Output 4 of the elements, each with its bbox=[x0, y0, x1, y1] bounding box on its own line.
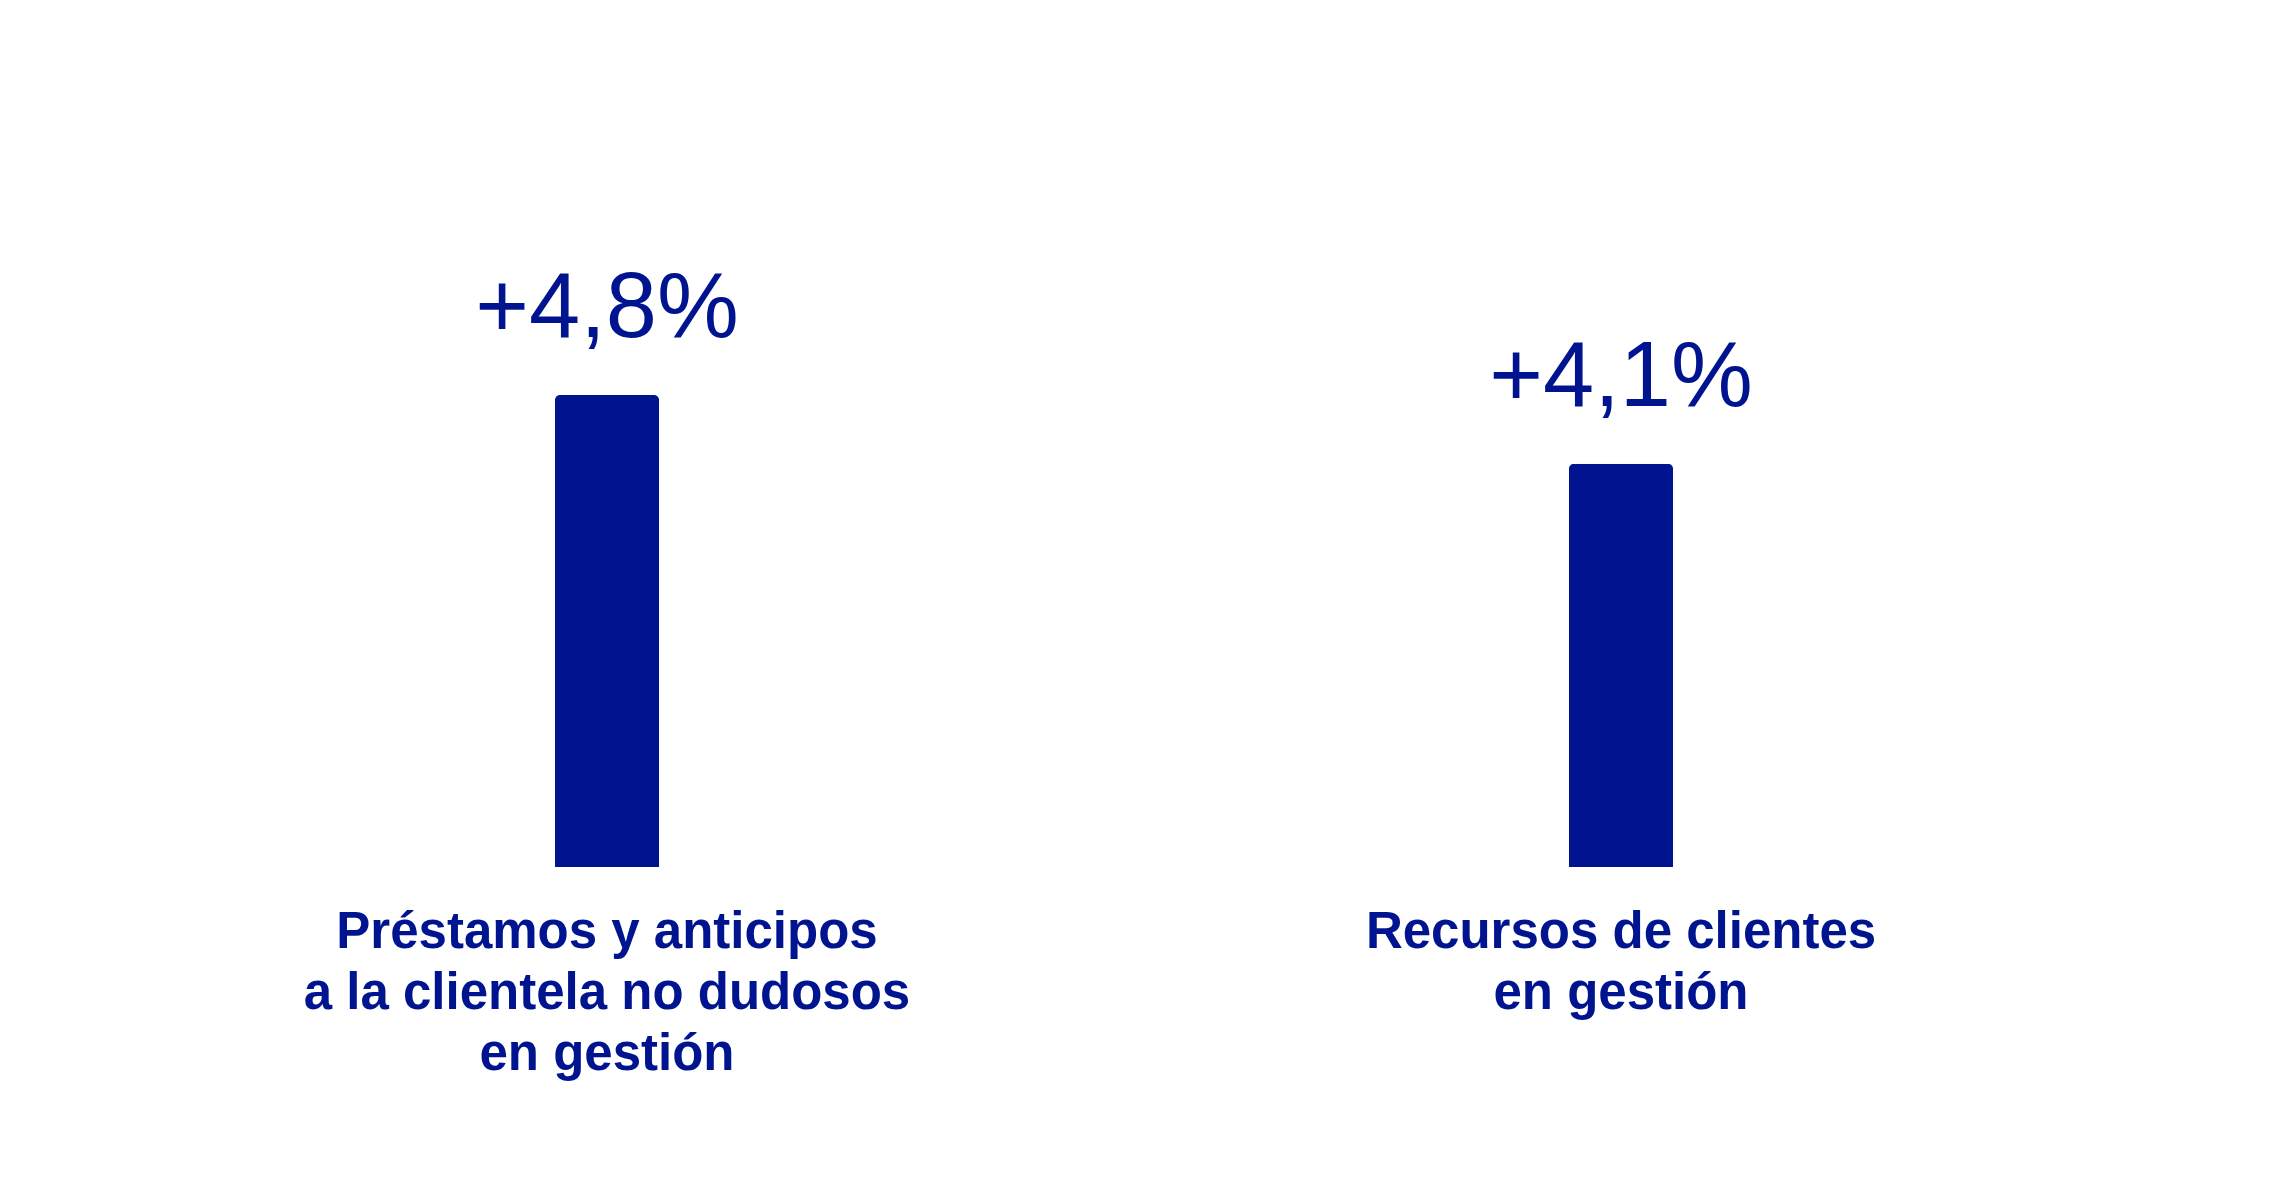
x-tick-label: Recursos de clientes en gestión bbox=[1365, 901, 1877, 1020]
data-label: +4,8% bbox=[475, 254, 739, 356]
x-tick-label: Préstamos y anticipos a la clientela no dudosos en gestión bbox=[303, 901, 911, 1081]
data-label: +4,1% bbox=[1489, 322, 1753, 425]
